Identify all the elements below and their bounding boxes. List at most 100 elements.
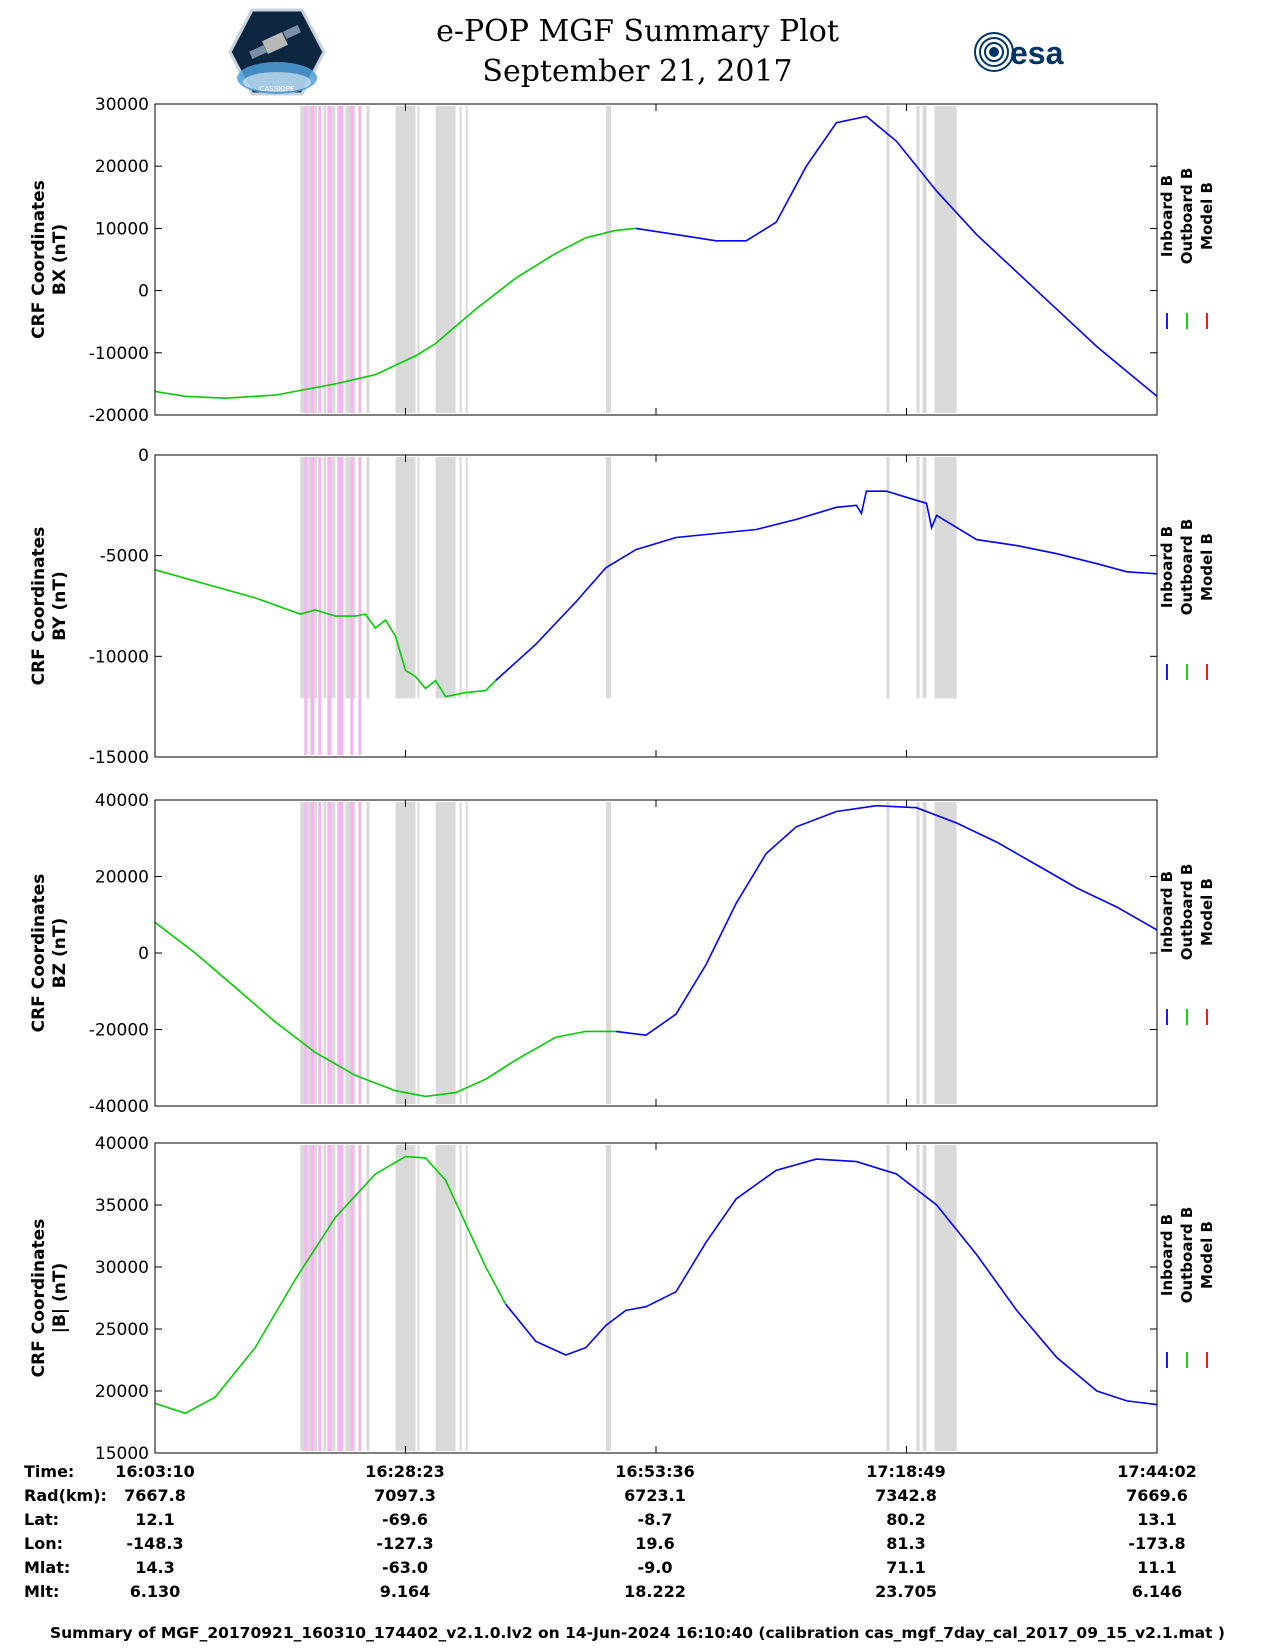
data-gap-band [366, 457, 370, 699]
data-gap-band [435, 106, 456, 413]
flag-band [327, 106, 332, 413]
info-row: Rad(km): 7667.8 7097.3 6723.1 7342.8 7669.6 [0, 1486, 1275, 1510]
data-gap-band [916, 457, 920, 699]
esa-logo: esa [974, 32, 1064, 72]
data-gap-band [922, 457, 927, 699]
legend-label-inboard-b: Inboard B [1158, 526, 1176, 608]
flag-band [350, 802, 354, 1104]
legend-label-outboard-b: Outboard B [1178, 168, 1196, 265]
data-gap-band [366, 802, 370, 1104]
esa-swirl-icon [974, 32, 1014, 72]
y-tick-label: 0 [138, 282, 149, 302]
data-gap-band [323, 106, 327, 413]
data-gap-band [395, 1145, 416, 1451]
y-tick-label: 20000 [95, 1382, 149, 1402]
y-axis-label-line1: CRF Coordinates [29, 527, 49, 686]
series-line-outboard-b [154, 1155, 507, 1415]
info-row-value: 12.1 [135, 1510, 175, 1529]
data-gap-band [331, 802, 336, 1104]
chart-panel-2: 0 -5000 -10000 -15000 CRF Coordinates BY (nT)… [29, 446, 1216, 768]
flag-band [304, 802, 308, 1104]
flag-band [327, 1145, 332, 1451]
y-tick-label: 25000 [95, 1320, 149, 1340]
info-row-value: 7667.8 [124, 1486, 186, 1505]
info-row-value: -148.3 [126, 1534, 184, 1553]
data-gap-band [916, 106, 920, 413]
y-tick-label: 40000 [95, 1134, 149, 1154]
series-line-outboard-b [154, 227, 637, 400]
data-gap-band [300, 1145, 305, 1451]
legend-label-inboard-b: Inboard B [1158, 871, 1176, 953]
info-row-label: Time: [24, 1462, 75, 1481]
legend-label-inboard-b: Inboard B [1158, 175, 1176, 257]
flag-band [310, 457, 315, 755]
info-row: Mlat: 14.3 -63.0 -9.0 71.1 11.1 [0, 1558, 1275, 1582]
info-row-value: -63.0 [381, 1558, 429, 1577]
data-gap-band [300, 106, 305, 413]
data-gap-band [605, 1145, 611, 1451]
header: CASSIOPE e-POP MGF Summary Plot Septembe… [0, 0, 1275, 100]
data-gap-band [886, 802, 890, 1104]
y-tick-label: -20000 [89, 406, 149, 426]
legend-label-inboard-b: Inboard B [1158, 1214, 1176, 1296]
data-gap-band [886, 1145, 890, 1451]
info-row: Mlt: 6.130 9.164 18.222 23.705 6.146 [0, 1582, 1275, 1606]
data-gap-band [459, 457, 462, 699]
info-row-label: Lat: [24, 1510, 60, 1529]
y-tick-label: -40000 [89, 1097, 149, 1117]
data-gap-band [916, 802, 920, 1104]
info-row-value: 71.1 [886, 1558, 926, 1577]
flag-band [318, 457, 322, 755]
data-gap-band [886, 106, 890, 413]
flag-band [350, 1145, 354, 1451]
data-gap-band [300, 457, 305, 699]
data-gap-band [323, 802, 327, 1104]
y-tick-label: 35000 [95, 1196, 149, 1216]
info-row-value: 13.1 [1137, 1510, 1177, 1529]
info-row-value: -69.6 [381, 1510, 429, 1529]
legend-label-outboard-b: Outboard B [1178, 864, 1196, 961]
info-row-value: 81.3 [886, 1534, 926, 1553]
info-row: Lat: 12.1 -69.6 -8.7 80.2 13.1 [0, 1510, 1275, 1534]
data-gap-band [395, 457, 416, 699]
data-gap-band [605, 457, 611, 699]
info-row-value: 17:44:02 [1117, 1462, 1197, 1481]
info-row-value: -9.0 [637, 1558, 673, 1577]
data-gap-band [916, 1145, 920, 1451]
info-row-value: 16:53:36 [615, 1462, 695, 1481]
info-row-value: 7669.6 [1126, 1486, 1188, 1505]
chart-panel-3: 40000 20000 0 -20000 -40000 CRF Coordinates BZ… [29, 791, 1216, 1117]
y-axis-label-line2: BZ (nT) [50, 918, 70, 988]
y-tick-label: 40000 [95, 791, 149, 811]
info-row-value: 7097.3 [374, 1486, 436, 1505]
series-line-inboard-b [615, 804, 1158, 1037]
flag-band [310, 802, 315, 1104]
y-axis-label-line1: CRF Coordinates [29, 180, 49, 339]
y-tick-label: 10000 [95, 219, 149, 239]
legend-label-model-b: Model B [1198, 182, 1216, 250]
info-row-label: Rad(km): [24, 1486, 107, 1505]
data-gap-band [417, 1145, 420, 1451]
legend-label-model-b: Model B [1198, 878, 1216, 946]
info-row-value: 19.6 [635, 1534, 675, 1553]
page-date: September 21, 2017 [482, 54, 793, 89]
chart-panel-1: 30000 20000 10000 0 -10000 -20000 CRF Coordina… [29, 95, 1216, 426]
y-tick-label: 15000 [95, 1444, 149, 1464]
cassiope-logo-text: CASSIOPE [260, 85, 295, 93]
data-gap-band [922, 1145, 927, 1451]
data-gap-band [934, 106, 957, 413]
data-gap-band [307, 1145, 311, 1451]
esa-logo-text: esa [1010, 35, 1064, 71]
data-gap-band [307, 106, 311, 413]
flag-band [327, 802, 332, 1104]
y-axis-label-line1: CRF Coordinates [29, 1219, 49, 1378]
data-gap-band [435, 802, 456, 1104]
info-row-label: Mlat: [24, 1558, 71, 1577]
flag-band [304, 457, 308, 755]
data-gap-band [300, 802, 305, 1104]
data-gap-band [323, 457, 327, 699]
legend-label-outboard-b: Outboard B [1178, 1207, 1196, 1304]
series-line-outboard-b [154, 921, 616, 1098]
legend-label-model-b: Model B [1198, 1221, 1216, 1289]
